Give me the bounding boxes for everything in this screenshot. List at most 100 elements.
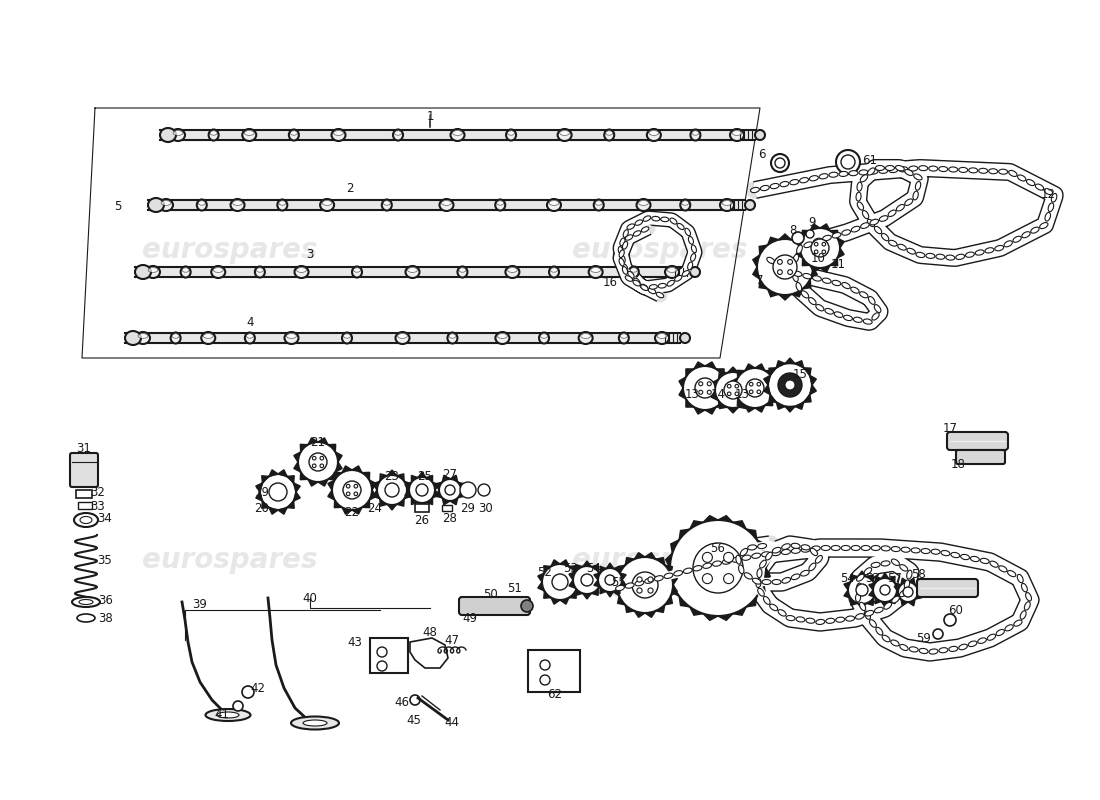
Ellipse shape [713,561,722,566]
Ellipse shape [761,552,771,557]
Ellipse shape [449,334,456,338]
Ellipse shape [930,649,938,654]
Text: 25: 25 [418,470,432,483]
Ellipse shape [1018,574,1023,582]
Ellipse shape [448,333,458,343]
Polygon shape [575,573,582,582]
Polygon shape [671,540,679,553]
Ellipse shape [857,202,864,210]
Circle shape [540,675,550,685]
Ellipse shape [1024,602,1031,610]
Polygon shape [671,574,678,585]
Polygon shape [300,444,308,452]
Ellipse shape [904,199,913,206]
Ellipse shape [808,298,816,305]
Ellipse shape [730,129,744,141]
Ellipse shape [891,546,900,551]
Circle shape [806,230,814,238]
Text: 48: 48 [422,626,438,638]
Ellipse shape [683,568,692,574]
Ellipse shape [874,226,882,234]
Ellipse shape [751,553,760,558]
Ellipse shape [161,201,170,206]
Circle shape [788,270,792,274]
Polygon shape [869,583,876,590]
Text: 32: 32 [90,486,106,498]
Text: 47: 47 [444,634,460,646]
Ellipse shape [900,565,908,571]
Polygon shape [748,390,755,401]
Polygon shape [625,605,635,613]
Ellipse shape [627,224,635,230]
Ellipse shape [825,309,834,314]
Polygon shape [617,596,625,605]
Polygon shape [583,561,592,566]
Text: 10: 10 [811,251,825,265]
Polygon shape [278,470,287,477]
Ellipse shape [881,561,890,566]
Polygon shape [538,573,544,582]
Ellipse shape [948,167,958,172]
Circle shape [320,456,323,460]
Ellipse shape [832,546,840,550]
Bar [528,650,580,692]
Ellipse shape [956,254,965,259]
Circle shape [814,242,818,246]
Ellipse shape [495,332,509,344]
Polygon shape [752,255,760,267]
Ellipse shape [820,174,828,179]
Ellipse shape [290,130,297,135]
Circle shape [377,475,407,505]
Ellipse shape [770,604,778,610]
Ellipse shape [959,167,968,173]
Ellipse shape [689,237,693,244]
Polygon shape [410,638,448,668]
FancyBboxPatch shape [956,450,1005,464]
Polygon shape [336,462,342,472]
Ellipse shape [634,278,640,285]
Circle shape [260,474,296,510]
Polygon shape [656,605,664,613]
Polygon shape [716,399,724,407]
Ellipse shape [231,199,244,211]
Polygon shape [404,481,411,490]
Polygon shape [718,516,733,522]
Text: eurospares: eurospares [572,236,748,264]
Polygon shape [777,361,785,368]
Circle shape [617,557,673,613]
Polygon shape [671,585,678,596]
Ellipse shape [440,199,453,211]
Polygon shape [308,479,318,486]
Ellipse shape [822,278,832,283]
Polygon shape [711,379,718,390]
Polygon shape [755,406,764,412]
Text: 57: 57 [888,571,902,585]
Circle shape [727,384,732,388]
Polygon shape [718,614,733,620]
Text: 16: 16 [603,275,617,289]
Ellipse shape [978,638,987,643]
Polygon shape [785,406,795,412]
Polygon shape [625,558,635,566]
Circle shape [695,378,715,398]
Ellipse shape [148,198,164,212]
Polygon shape [294,462,300,472]
Text: 52: 52 [538,566,552,578]
Circle shape [842,155,855,169]
Ellipse shape [884,602,892,610]
Polygon shape [858,571,867,577]
Polygon shape [915,585,922,592]
Polygon shape [287,501,295,508]
Ellipse shape [1013,236,1021,242]
Polygon shape [763,568,770,583]
Ellipse shape [871,546,880,550]
FancyBboxPatch shape [70,453,98,487]
Ellipse shape [842,282,850,289]
Text: 9: 9 [808,215,816,229]
Ellipse shape [619,258,624,266]
Circle shape [354,492,358,496]
Circle shape [856,584,868,596]
Ellipse shape [664,573,673,578]
Text: 17: 17 [943,422,957,434]
Ellipse shape [849,170,858,176]
